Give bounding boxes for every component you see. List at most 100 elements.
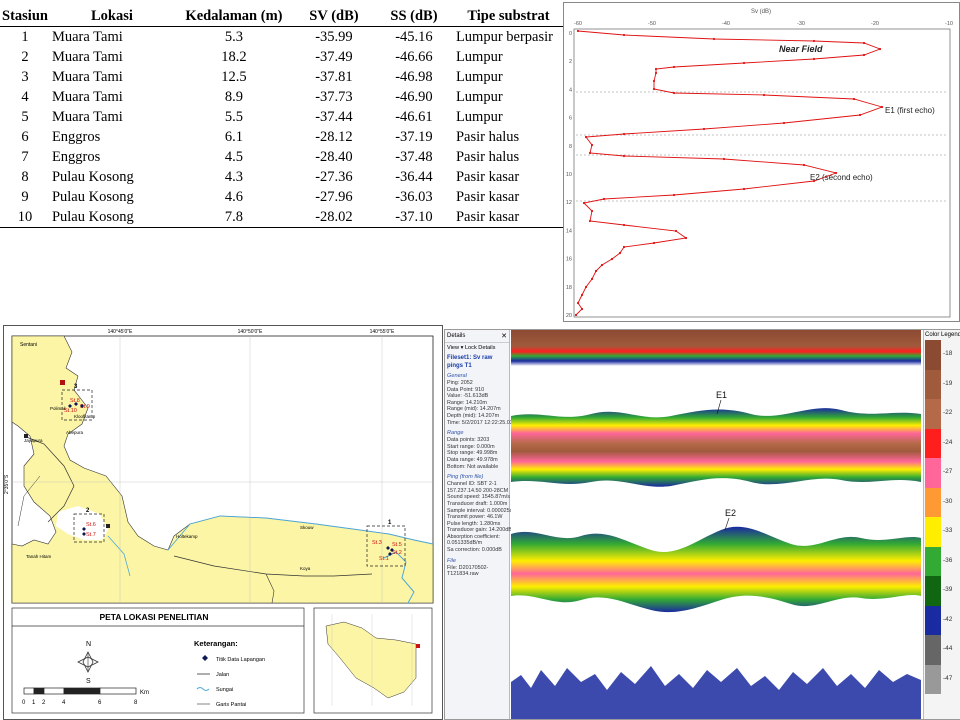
place-tanah-hitam: Tanah Hitam [26,554,52,559]
general-line: Value: -51.613dB [447,393,489,400]
color-legend: Color Legend -18 -19 -22 -24 -27 -30 -33 -36 -39… [923,330,960,719]
ping-line: Absorption coefficient: [447,533,500,540]
cell-tipe-substrat: Pasir halus [455,129,520,145]
cell-stasiun: 7 [21,149,29,165]
header-sv: SV (dB) [293,6,374,27]
cell-lokasi: Pulau Kosong [51,169,134,185]
cell-kedalaman: 4.6 [224,189,244,205]
table-row: 10 Pulau Kosong 7.8 -28.02 -37.10 Pasir kasar [0,207,563,228]
profile-point [600,263,604,267]
profile-x-tick: -40 [722,21,730,27]
legend-value: -36 [943,556,953,564]
echo-band-e2 [511,526,921,613]
range-line: Data range: 49.978m [447,456,498,463]
legend-swatch [925,546,941,576]
sv-profile-panel: Sv (dB) -60 -50 -40 -30 -20 -10 0 2 4 6 8 10 12 14 16… [563,2,960,322]
profile-point [742,61,746,65]
profile-x-tick: -50 [648,21,656,27]
cell-ss: -36.03 [395,189,433,205]
box-label-3: 3 [74,384,78,390]
cell-stasiun: 3 [21,69,29,85]
cell-lokasi: Pulau Kosong [51,189,134,205]
legend-swatch-row: -27 [924,458,960,488]
box-label-2: 2 [86,508,90,514]
profile-point [722,157,726,161]
profile-point [574,313,578,317]
near-field-label: Near Field [779,44,823,54]
cell-tipe-substrat: Pasir kasar [453,207,563,228]
cell-sv: -37.49 [315,49,353,65]
profile-point [652,87,656,91]
road-line [23,435,75,523]
cell-stasiun: 8 [21,169,29,185]
profile-point [652,79,656,83]
sv-profile-chart: Sv (dB) -60 -50 -40 -30 -20 -10 0 2 4 6 8 10 12 14 16… [566,9,953,319]
cell-kedalaman: 5.5 [224,109,244,125]
cell-lokasi: Muara Tami [51,69,123,85]
table-row: 4 Muara Tami 8.9 -37.73 -46.90 Lumpur [0,87,563,107]
scale-8: 8 [134,700,138,706]
legend-swatch [925,605,941,635]
ping-line: Sample interval: 0.000025s [447,507,513,514]
profile-x-tick: -20 [871,21,879,27]
profile-point [858,113,862,117]
section-general: General [447,373,467,379]
station-st1: St.1 [379,556,389,562]
profile-point [588,219,592,223]
profile-point [862,53,866,57]
profile-point [622,223,626,227]
cell-stasiun: 10 [0,207,50,228]
cell-tipe-substrat: Lumpur [455,89,503,105]
cell-ss: -36.44 [395,169,433,185]
details-title: Details [447,333,466,339]
profile-point [878,47,882,51]
legend-swatch [925,635,941,665]
view-menu[interactable]: View ▾ Lock Details [447,345,496,351]
profile-point [712,37,716,41]
cell-ss: -46.98 [395,69,433,85]
legend-value: -33 [943,527,953,534]
profile-point [582,201,586,205]
map-title: PETA LOKASI PENELITIAN [99,612,208,622]
profile-point [618,251,622,255]
ping-line: 157.237.14.50 200-28CM [447,487,509,494]
legend-swatch-row: -24 [924,428,960,458]
cell-stasiun: 1 [21,29,29,45]
station-st3: St.3 [372,540,382,546]
profile-point [590,143,594,147]
place-holtekamp: Holtekamp [176,534,198,539]
header-tipe-substrat: Tipe substrat [453,6,563,27]
cell-tipe-substrat: Lumpur [455,49,503,65]
table-row: 8 Pulau Kosong 4.3 -27.36 -36.44 Pasir kasar [0,167,563,187]
profile-x-tick: -30 [797,21,805,27]
close-icon[interactable]: ✕ [501,333,507,340]
station-box-1 [366,525,406,567]
table-row: 7 Enggros 4.5 -28.40 -37.48 Pasir halus [0,147,563,167]
profile-y-tick: 8 [569,144,572,150]
profile-point [672,65,676,69]
cell-kedalaman: 6.1 [224,129,244,145]
profile-point [684,236,688,240]
legend-swatch [925,369,941,399]
legend-swatch-row: -39 [924,576,960,606]
ping-line: Sa correction: 0.000dB [447,547,502,554]
profile-point [602,197,606,201]
place-skouw: Skouw [300,525,314,530]
profile-point [576,301,580,305]
section-ping: Ping (from file) [447,474,484,481]
color-legend-title: Color Legend [925,332,960,338]
cell-tipe-substrat: Lumpur berpasir [455,29,553,45]
legend-swatch [925,458,941,488]
legend-value: -42 [943,615,953,623]
lon-tick-2: 140°50'0"E [238,329,263,335]
profile-point [576,29,580,33]
general-line: Time: 5/2/2017 12:22:25.034 [447,419,516,426]
legend-swatch-row: -33 [924,517,960,547]
station-st10: St.10 [64,408,77,414]
lon-tick-1: 140°45'0"E [108,329,133,335]
e1-label: E1 (first echo) [885,106,935,115]
legend-swatch-row: -44 [924,635,960,665]
profile-point [590,277,594,281]
cell-sv: -35.99 [315,29,353,45]
cell-sv: -37.44 [315,109,353,125]
